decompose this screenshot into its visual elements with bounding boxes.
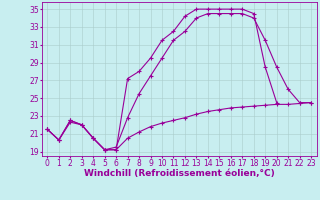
X-axis label: Windchill (Refroidissement éolien,°C): Windchill (Refroidissement éolien,°C) bbox=[84, 169, 275, 178]
